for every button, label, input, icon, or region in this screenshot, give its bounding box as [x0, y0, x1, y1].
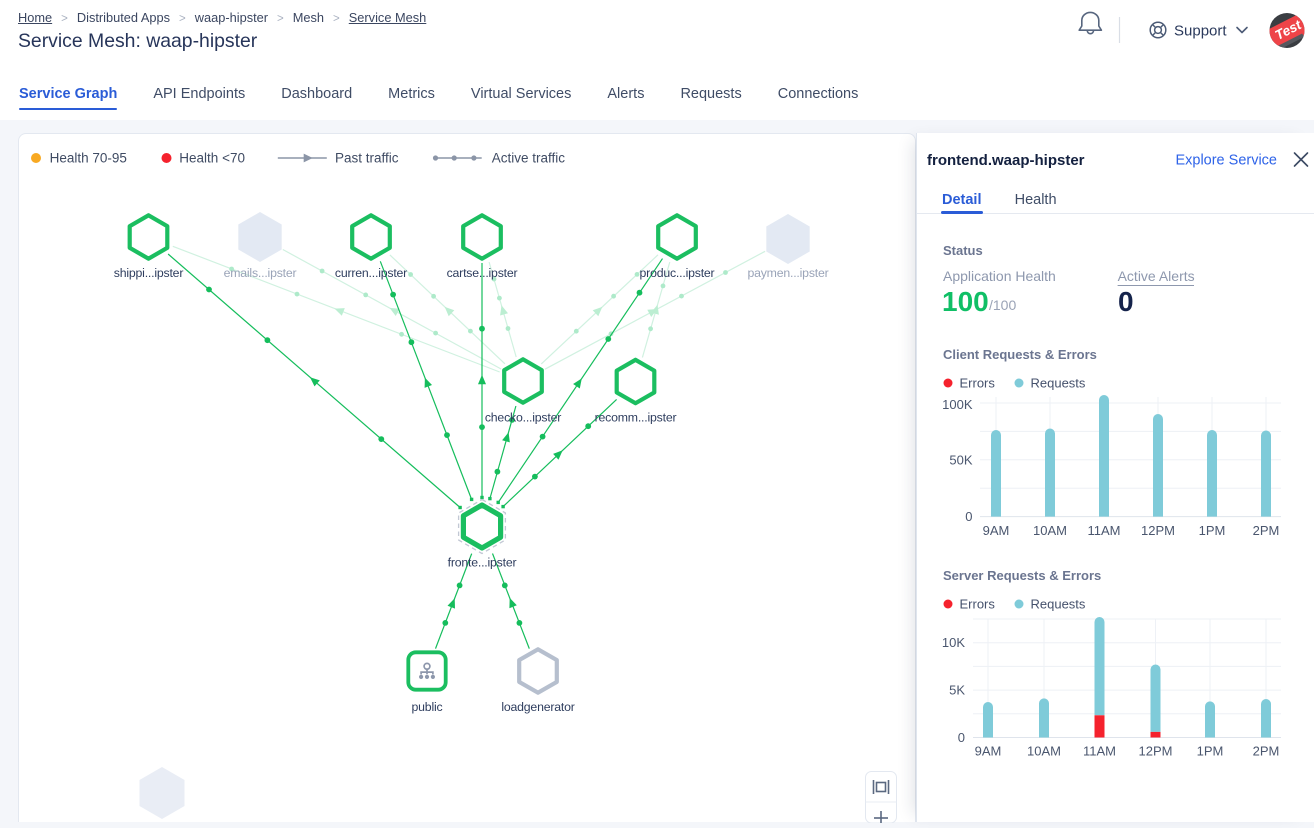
svg-text:Health <70: Health <70: [179, 151, 245, 166]
svg-text:5K: 5K: [949, 683, 965, 698]
svg-text:9AM: 9AM: [983, 523, 1010, 538]
svg-text:frontend.waap-hipster: frontend.waap-hipster: [927, 152, 1085, 169]
svg-text:1PM: 1PM: [1199, 523, 1226, 538]
svg-text:2PM: 2PM: [1253, 523, 1280, 538]
svg-text:public: public: [412, 700, 443, 714]
svg-text:Status: Status: [943, 243, 983, 258]
svg-text:Explore Service: Explore Service: [1175, 153, 1277, 169]
svg-text:paymen...ipster: paymen...ipster: [747, 266, 828, 280]
svg-text:Health: Health: [1015, 192, 1057, 208]
svg-text:Active traffic: Active traffic: [492, 151, 566, 166]
svg-text:/100: /100: [989, 297, 1016, 313]
svg-text:0: 0: [1118, 286, 1134, 317]
svg-text:Errors: Errors: [960, 376, 996, 391]
svg-text:100: 100: [942, 286, 989, 317]
svg-text:10AM: 10AM: [1027, 744, 1061, 759]
svg-text:12PM: 12PM: [1139, 744, 1173, 759]
svg-text:recomm...ipster: recomm...ipster: [595, 410, 677, 424]
svg-text:9AM: 9AM: [975, 744, 1002, 759]
svg-text:Past traffic: Past traffic: [335, 151, 399, 166]
svg-text:50K: 50K: [949, 453, 972, 468]
svg-text:2PM: 2PM: [1253, 744, 1280, 759]
svg-text:0: 0: [965, 509, 972, 524]
svg-text:fronte...ipster: fronte...ipster: [448, 555, 517, 569]
svg-text:produc...ipster: produc...ipster: [640, 266, 715, 280]
svg-text:Support: Support: [1174, 23, 1227, 40]
svg-text:10AM: 10AM: [1033, 523, 1067, 538]
svg-text:curren...ipster: curren...ipster: [335, 266, 407, 280]
svg-text:0: 0: [958, 730, 965, 745]
svg-text:emails...ipster: emails...ipster: [224, 266, 297, 280]
svg-text:11AM: 11AM: [1083, 744, 1116, 759]
svg-text:1PM: 1PM: [1197, 744, 1224, 759]
svg-text:Detail: Detail: [942, 192, 982, 208]
svg-text:10K: 10K: [942, 635, 965, 650]
svg-text:11AM: 11AM: [1088, 523, 1121, 538]
svg-text:Application Health: Application Health: [943, 268, 1056, 284]
svg-text:Active Alerts: Active Alerts: [1118, 268, 1195, 284]
svg-text:Client Requests & Errors: Client Requests & Errors: [943, 347, 1097, 362]
svg-text:100K: 100K: [942, 397, 973, 412]
svg-text:Requests: Requests: [1031, 597, 1086, 612]
svg-text:Health 70-95: Health 70-95: [50, 151, 127, 166]
svg-text:12PM: 12PM: [1141, 523, 1175, 538]
svg-text:Requests: Requests: [1031, 376, 1086, 391]
svg-text:loadgenerator: loadgenerator: [501, 700, 574, 714]
svg-text:checko...ipster: checko...ipster: [485, 410, 561, 424]
svg-text:Errors: Errors: [960, 597, 996, 612]
svg-text:cartse...ipster: cartse...ipster: [447, 266, 518, 280]
svg-text:shippi...ipster: shippi...ipster: [114, 266, 184, 280]
svg-text:Server Requests & Errors: Server Requests & Errors: [943, 568, 1101, 583]
